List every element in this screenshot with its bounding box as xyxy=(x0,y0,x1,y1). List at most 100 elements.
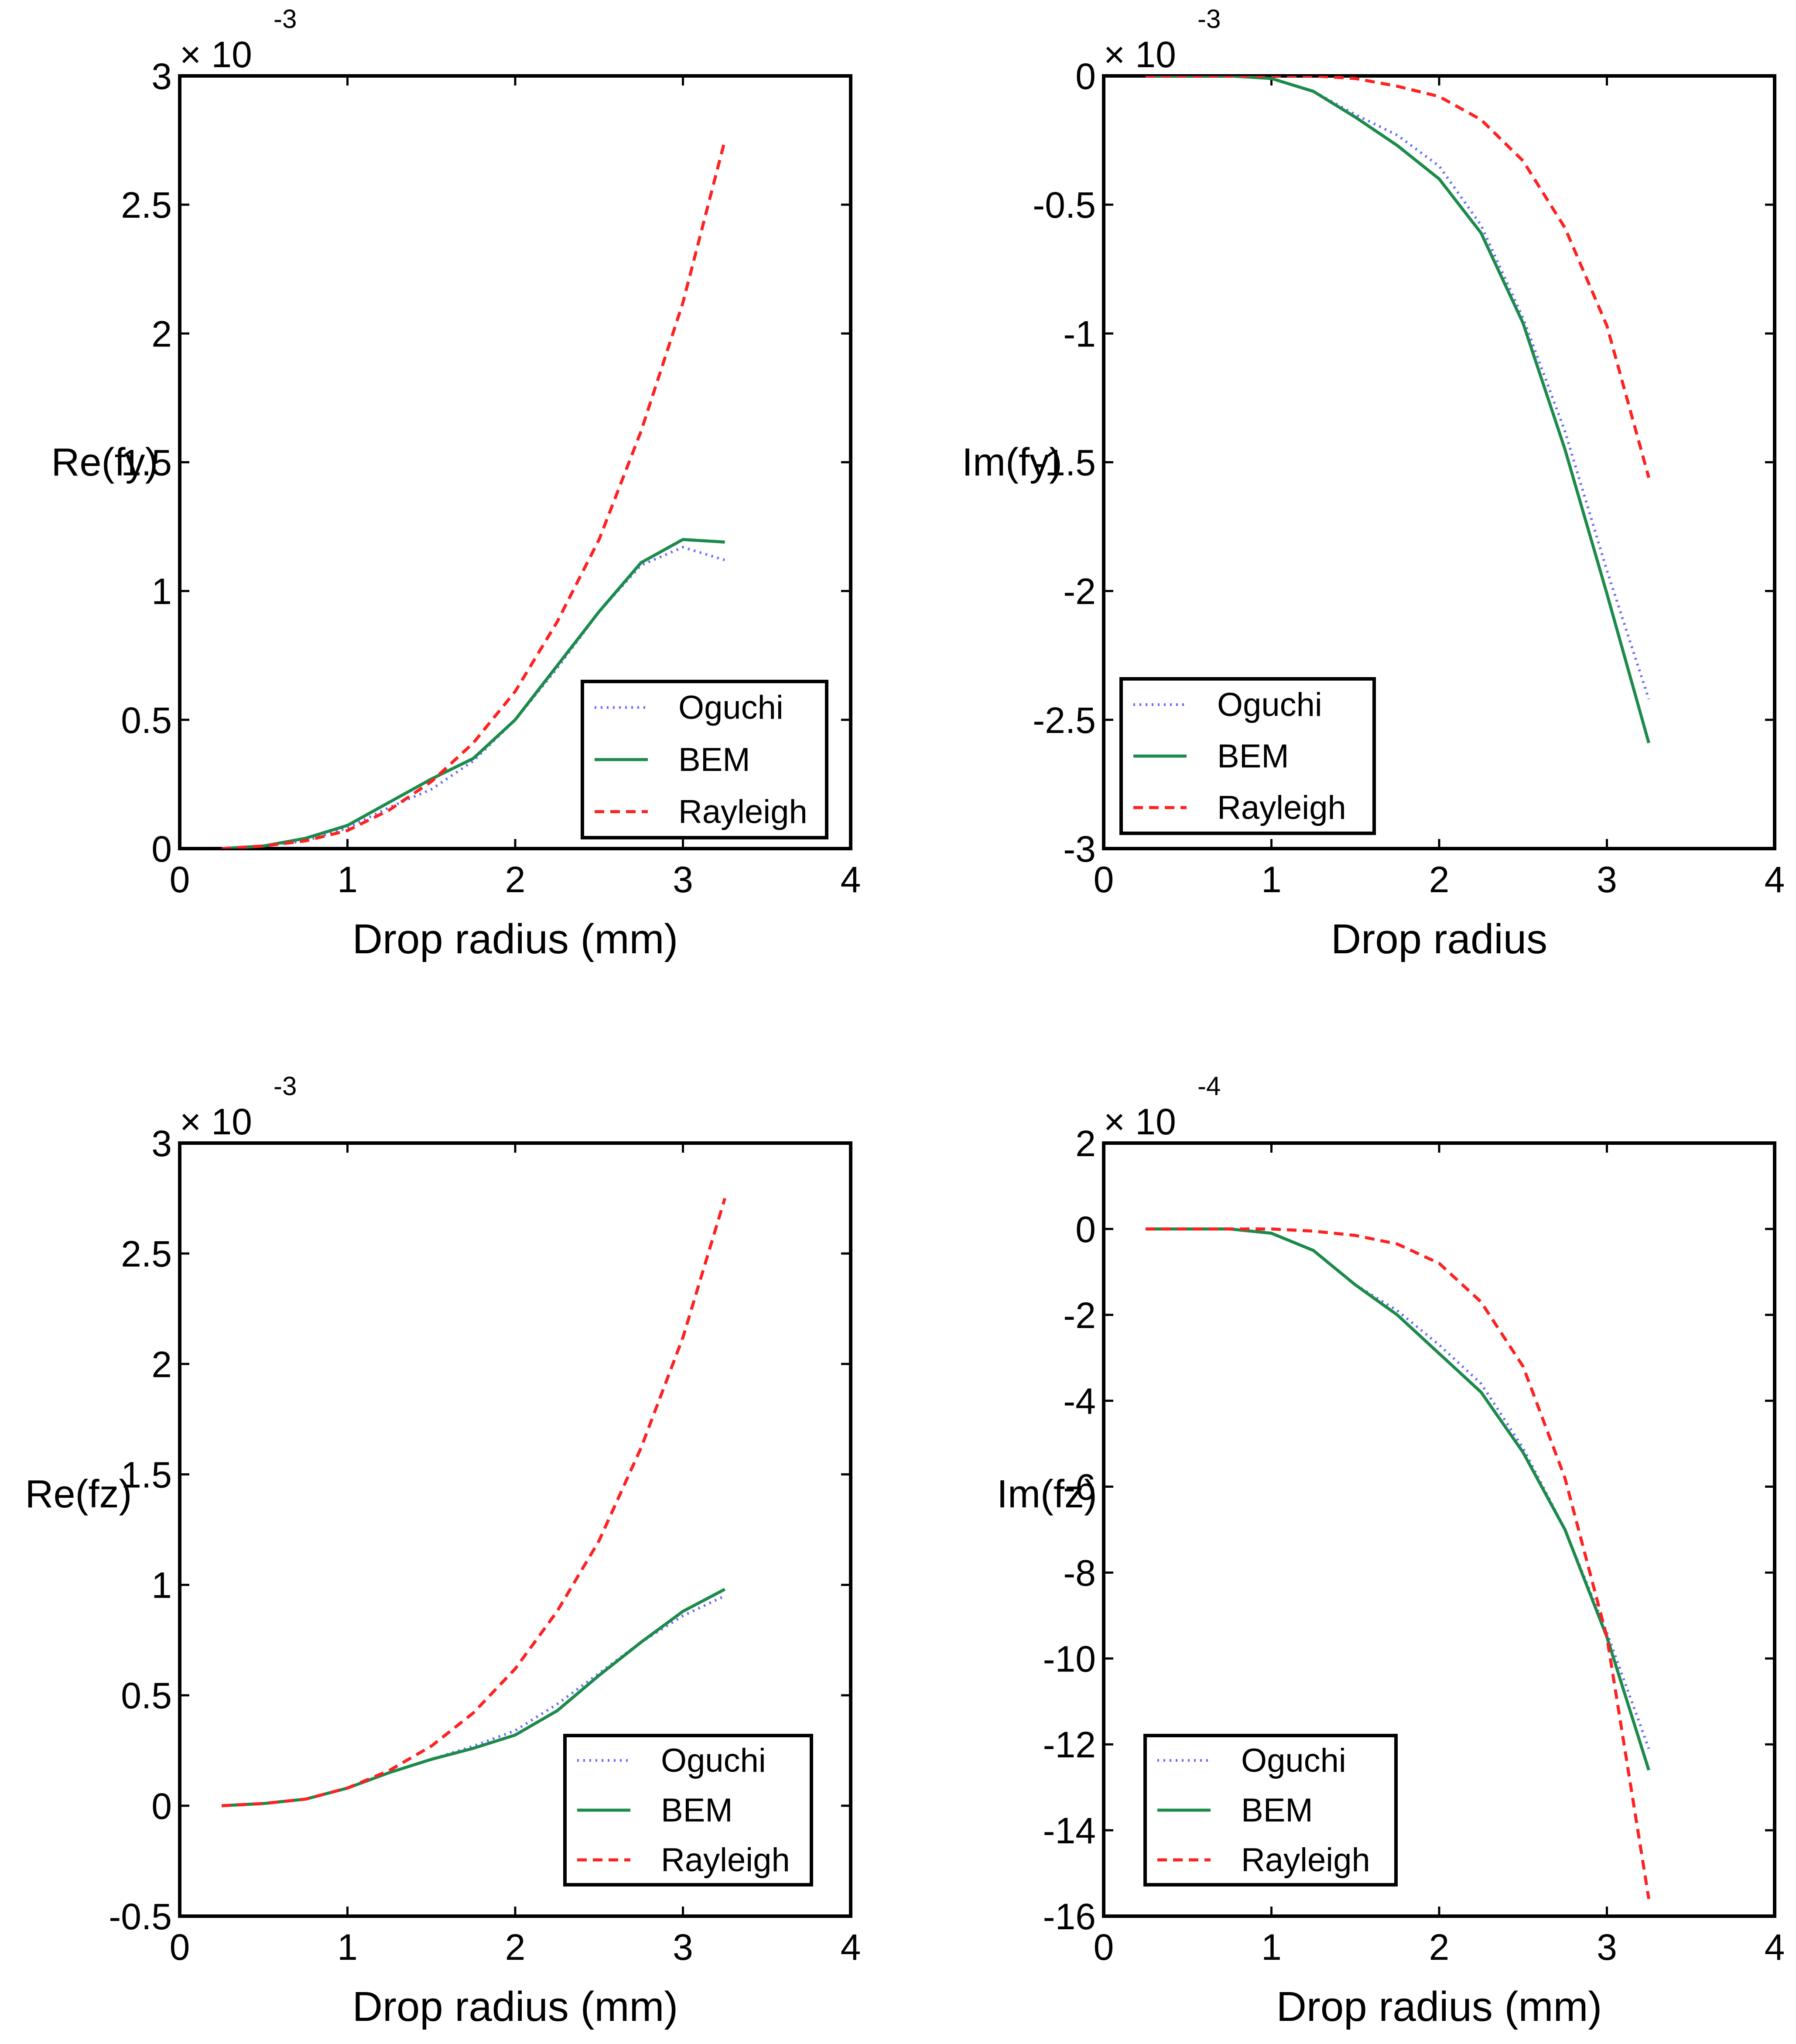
y-tick-label: 1 xyxy=(151,1565,172,1606)
legend-label-oguchi: Oguchi xyxy=(1241,1742,1346,1779)
axis-multiplier: × 10 xyxy=(180,34,252,75)
y-tick-label: 0 xyxy=(151,829,172,870)
x-tick-label: 3 xyxy=(673,859,693,900)
y-tick-label: -14 xyxy=(1043,1810,1096,1851)
axis-multiplier: × 10 xyxy=(1104,34,1176,75)
series-line-rayleigh xyxy=(221,140,726,849)
y-tick-label: 0.5 xyxy=(121,700,172,741)
x-tick-label: 0 xyxy=(170,859,190,900)
y-tick-label: 0.5 xyxy=(121,1675,172,1716)
y-axis-title: Im(fy) xyxy=(962,441,1062,484)
x-axis-title: Drop radius (mm) xyxy=(352,916,678,962)
series-group xyxy=(221,1198,726,1808)
x-tick-label: 0 xyxy=(170,1927,190,1968)
x-tick-label: 0 xyxy=(1094,1927,1114,1968)
y-tick-label: 2 xyxy=(151,1344,172,1385)
x-tick-label: 4 xyxy=(1765,859,1785,900)
y-tick-label: -4 xyxy=(1063,1381,1096,1422)
x-tick-label: 2 xyxy=(505,859,526,900)
x-tick-label: 2 xyxy=(1429,859,1450,900)
y-tick-label: -6 xyxy=(1063,1467,1096,1508)
y-tick-label: -2 xyxy=(1063,571,1096,612)
legend-label-rayleigh: Rayleigh xyxy=(1217,789,1346,826)
x-tick-label: 2 xyxy=(505,1927,526,1968)
legend: Oguchi BEM Rayleigh xyxy=(1119,677,1376,835)
x-tick-label: 4 xyxy=(841,1927,861,1968)
y-axis-title: Im(fz) xyxy=(997,1472,1097,1516)
legend-label-bem: BEM xyxy=(678,741,750,778)
axis-multiplier-exponent: -4 xyxy=(1197,1072,1221,1101)
y-tick-label: -2 xyxy=(1063,1295,1096,1336)
y-tick-label: -16 xyxy=(1043,1896,1096,1937)
x-tick-label: 1 xyxy=(1261,859,1282,900)
y-tick-label: 2 xyxy=(1075,1123,1096,1164)
x-axis-title: Drop radius xyxy=(1331,916,1547,962)
x-axis-title: Drop radius (mm) xyxy=(1276,1983,1602,2030)
y-tick-label: -0.5 xyxy=(109,1896,172,1937)
y-tick-label: -0.5 xyxy=(1033,185,1096,226)
y-tick-label: 2 xyxy=(151,313,172,354)
y-axis-title: Re(fz) xyxy=(25,1472,132,1516)
legend-label-rayleigh: Rayleigh xyxy=(678,793,807,830)
legend-label-bem: BEM xyxy=(1241,1792,1313,1829)
y-tick-label: -10 xyxy=(1043,1638,1096,1679)
y-tick-label: 1.5 xyxy=(121,1454,172,1495)
axis-multiplier: × 10 xyxy=(180,1101,252,1142)
legend-label-oguchi: Oguchi xyxy=(1217,686,1322,723)
series-line-rayleigh xyxy=(1146,1227,1651,1900)
series-line-oguchi xyxy=(1146,76,1650,700)
y-tick-label: 0 xyxy=(151,1786,172,1827)
legend-label-oguchi: Oguchi xyxy=(678,689,783,726)
y-tick-label: -1 xyxy=(1063,313,1096,354)
y-tick-label: 0 xyxy=(1075,56,1096,97)
y-axis-title: Re(fy) xyxy=(51,441,158,484)
y-tick-label: -3 xyxy=(1063,829,1096,870)
x-axis-title: Drop radius (mm) xyxy=(352,1983,678,2030)
x-tick-label: 3 xyxy=(1597,1927,1617,1968)
y-tick-label: 1.5 xyxy=(121,442,172,483)
series-line-bem xyxy=(221,538,725,849)
x-tick-label: 3 xyxy=(673,1927,693,1968)
y-tick-label: 0 xyxy=(1075,1209,1096,1250)
axis-multiplier-exponent: -3 xyxy=(1197,4,1221,34)
legend: Oguchi BEM Rayleigh xyxy=(581,680,828,839)
axis-multiplier-exponent: -3 xyxy=(274,1072,297,1101)
y-tick-label: 3 xyxy=(151,1123,172,1164)
legend-label-bem: BEM xyxy=(1217,738,1289,775)
x-tick-label: 1 xyxy=(337,1927,358,1968)
y-tick-label: -2.5 xyxy=(1033,700,1096,741)
series-line-rayleigh xyxy=(221,1198,726,1808)
y-tick-label: -1.5 xyxy=(1033,442,1096,483)
legend-label-rayleigh: Rayleigh xyxy=(1241,1842,1370,1879)
legend-label-bem: BEM xyxy=(661,1792,733,1829)
x-tick-label: 0 xyxy=(1094,859,1114,900)
x-tick-label: 4 xyxy=(1765,1927,1785,1968)
y-tick-label: -8 xyxy=(1063,1552,1096,1593)
x-tick-label: 1 xyxy=(1261,1927,1282,1968)
y-tick-label: -12 xyxy=(1043,1724,1096,1765)
series-line-rayleigh xyxy=(1146,76,1650,478)
series-group xyxy=(1146,76,1650,743)
axis-multiplier-exponent: -3 xyxy=(274,4,297,34)
y-tick-label: 1 xyxy=(151,571,172,612)
y-tick-label: 2.5 xyxy=(121,1233,172,1274)
y-tick-label: 3 xyxy=(151,56,172,97)
axis-multiplier: × 10 xyxy=(1104,1101,1176,1142)
series-group xyxy=(221,140,726,849)
x-tick-label: 3 xyxy=(1597,859,1617,900)
legend-label-oguchi: Oguchi xyxy=(661,1742,766,1779)
legend: Oguchi BEM Rayleigh xyxy=(563,1734,813,1887)
legend: Oguchi BEM Rayleigh xyxy=(1143,1734,1398,1887)
series-line-bem xyxy=(1146,76,1650,743)
legend-label-rayleigh: Rayleigh xyxy=(661,1842,790,1879)
x-tick-label: 4 xyxy=(841,859,861,900)
series-group xyxy=(1146,1227,1651,1900)
y-tick-label: 2.5 xyxy=(121,185,172,226)
x-tick-label: 1 xyxy=(337,859,358,900)
x-tick-label: 2 xyxy=(1429,1927,1450,1968)
